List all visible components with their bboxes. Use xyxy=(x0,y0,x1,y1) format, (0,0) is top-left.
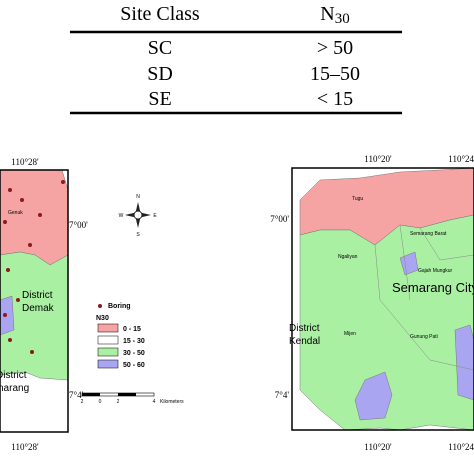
right-map: 110°20' 110°24' Tugu Semarang Barat Ngal… xyxy=(270,154,474,452)
map-frame xyxy=(0,169,69,433)
scale-label: 2 xyxy=(81,399,84,405)
zone-50-60 xyxy=(454,324,474,401)
scale-segment xyxy=(82,393,100,396)
boring xyxy=(16,298,20,302)
legend-label: 30 - 50 xyxy=(123,350,145,357)
coord-label: 110°24' xyxy=(448,154,474,164)
legend-label: 15 - 30 xyxy=(123,338,145,345)
boring xyxy=(61,180,65,184)
boring xyxy=(28,243,32,247)
table-cell: SD xyxy=(147,63,173,85)
place-label: Ngaliyan xyxy=(338,254,358,260)
left-map: 110°28' Genuk District Demak District Se… xyxy=(0,157,88,452)
boring xyxy=(8,188,12,192)
boring xyxy=(20,198,24,202)
boring xyxy=(38,213,42,217)
legend-label: 50 - 60 xyxy=(123,362,145,369)
table-cell: SE xyxy=(148,88,171,110)
compass: N W E S xyxy=(119,194,158,238)
table-cell: SC xyxy=(148,37,172,59)
coord-label: 110°28' xyxy=(11,442,39,452)
place-label: Gunung Pati xyxy=(410,334,438,340)
boring xyxy=(8,338,12,342)
zone-30-50 xyxy=(299,214,474,431)
district-label: Demak xyxy=(22,303,55,314)
boring xyxy=(3,220,7,224)
place-label: Genuk xyxy=(8,210,23,216)
coord-label: 7°4' xyxy=(69,390,84,400)
coord-label: 110°28' xyxy=(11,157,39,167)
coord-label: 7°00' xyxy=(270,214,289,224)
zone-50-60 xyxy=(354,371,393,421)
coord-label: 110°24' xyxy=(448,442,474,452)
scale-label: 4 xyxy=(153,399,156,405)
scale-unit: Kilometers xyxy=(160,399,184,405)
scale-label: 0 xyxy=(99,399,102,405)
scale-label: 2 xyxy=(117,399,120,405)
boundary xyxy=(399,224,411,301)
table-header: Site Class xyxy=(120,3,200,25)
boring-points xyxy=(3,180,65,354)
district-label: Kendal xyxy=(289,336,320,347)
coord-label: 110°20' xyxy=(364,154,392,164)
legend-swatch xyxy=(97,347,119,357)
table-cell: 15–50 xyxy=(310,63,360,85)
coord-label: 7°4' xyxy=(275,390,290,400)
compass-letter: S xyxy=(136,232,140,238)
compass-letter: N xyxy=(136,194,140,200)
place-label: Tugu xyxy=(352,196,363,202)
boring xyxy=(30,350,34,354)
legend-title: N30 xyxy=(96,315,109,322)
compass-hub xyxy=(133,210,143,220)
header-main: N xyxy=(320,3,334,25)
table-cell: > 50 xyxy=(317,37,353,59)
coord-label: 110°20' xyxy=(364,442,392,452)
boundary xyxy=(419,227,474,261)
place-label: Gajah Mungkur xyxy=(418,268,453,274)
table-cell: < 15 xyxy=(317,88,353,110)
legend-swatch xyxy=(97,335,119,345)
place-label: Semarang Barat xyxy=(410,231,447,237)
boring xyxy=(3,313,7,317)
compass-letter: E xyxy=(153,213,157,219)
site-class-table: Site Class N30 SC > 50 SD 15–50 SE < 15 xyxy=(70,3,402,115)
place-label: Mijen xyxy=(344,331,356,337)
legend-label: Boring xyxy=(108,303,131,310)
legend-label: 0 - 15 xyxy=(123,326,141,333)
district-label: Semarang xyxy=(0,383,29,394)
district-label: District xyxy=(22,290,53,301)
district-label: District xyxy=(289,323,320,334)
legend-swatch xyxy=(97,359,119,369)
legend-swatch xyxy=(97,323,119,333)
boring xyxy=(6,268,10,272)
map-frame xyxy=(291,167,474,431)
scale-segment xyxy=(118,393,136,396)
place-label: Semarang City xyxy=(392,280,474,295)
boundaries xyxy=(374,224,474,371)
legend-marker xyxy=(98,304,102,308)
boundary xyxy=(374,244,474,371)
compass-letter: W xyxy=(119,213,124,219)
header-sub: 30 xyxy=(335,11,350,27)
legend: Boring N30 0 - 15 15 - 30 30 - 50 50 - 6… xyxy=(96,303,145,369)
zone-0-15 xyxy=(0,169,69,266)
district-label: District xyxy=(0,370,27,381)
table-header: N30 xyxy=(320,3,349,27)
scale-bar: 2 0 2 4 Kilometers xyxy=(81,392,184,405)
coord-label: 7°00' xyxy=(69,220,88,230)
zone-50-60 xyxy=(0,295,15,336)
